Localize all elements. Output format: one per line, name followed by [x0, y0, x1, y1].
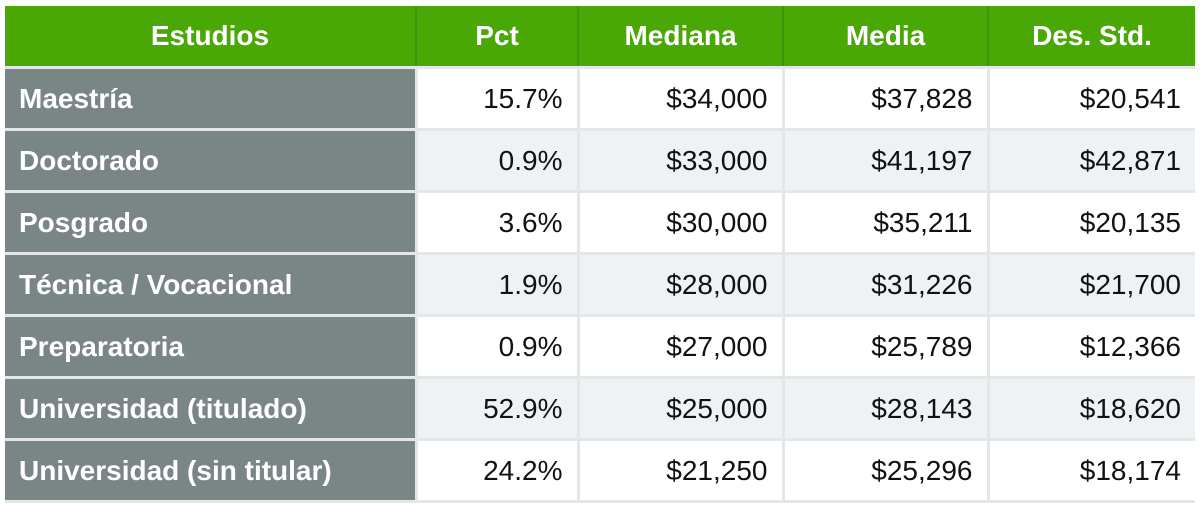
cell-media: $31,226 — [783, 252, 990, 316]
cell-pct: 0.9% — [416, 314, 580, 378]
row-label: Preparatoria — [5, 314, 418, 378]
table-row: Preparatoria 0.9% $27,000 $25,789 $12,36… — [5, 314, 1195, 378]
cell-mediana: $28,000 — [578, 252, 785, 316]
cell-mediana: $33,000 — [578, 128, 785, 192]
cell-mediana: $25,000 — [578, 376, 785, 440]
table-row: Maestría 15.7% $34,000 $37,828 $20,541 — [5, 66, 1195, 130]
column-header-media: Media — [783, 6, 989, 68]
salary-table-container: Estudios Pct Mediana Media Des. Std. Mae… — [5, 6, 1195, 503]
table-row: Posgrado 3.6% $30,000 $35,211 $20,135 — [5, 190, 1195, 254]
row-label: Posgrado — [5, 190, 418, 254]
cell-pct: 1.9% — [416, 252, 580, 316]
cell-des-std: $20,135 — [988, 190, 1195, 254]
table-row: Universidad (sin titular) 24.2% $21,250 … — [5, 438, 1195, 503]
cell-pct: 0.9% — [416, 128, 580, 192]
cell-mediana: $27,000 — [578, 314, 785, 378]
column-header-estudios: Estudios — [5, 6, 417, 68]
row-label: Doctorado — [5, 128, 418, 192]
row-label: Universidad (sin titular) — [5, 438, 418, 503]
row-label: Maestría — [5, 66, 418, 130]
column-header-des-std: Des. Std. — [988, 6, 1195, 68]
header-row: Estudios Pct Mediana Media Des. Std. — [5, 6, 1195, 68]
cell-media: $28,143 — [783, 376, 990, 440]
table-row: Técnica / Vocacional 1.9% $28,000 $31,22… — [5, 252, 1195, 316]
cell-des-std: $21,700 — [988, 252, 1195, 316]
column-header-pct: Pct — [416, 6, 579, 68]
cell-des-std: $20,541 — [988, 66, 1195, 130]
cell-mediana: $34,000 — [578, 66, 785, 130]
cell-media: $37,828 — [783, 66, 990, 130]
cell-pct: 24.2% — [416, 438, 580, 503]
cell-des-std: $18,174 — [988, 438, 1195, 503]
cell-media: $41,197 — [783, 128, 990, 192]
cell-des-std: $12,366 — [988, 314, 1195, 378]
table-row: Universidad (titulado) 52.9% $25,000 $28… — [5, 376, 1195, 440]
table-row: Doctorado 0.9% $33,000 $41,197 $42,871 — [5, 128, 1195, 192]
row-label: Técnica / Vocacional — [5, 252, 418, 316]
cell-des-std: $18,620 — [988, 376, 1195, 440]
cell-pct: 52.9% — [416, 376, 580, 440]
cell-media: $25,789 — [783, 314, 990, 378]
column-header-mediana: Mediana — [578, 6, 784, 68]
cell-pct: 3.6% — [416, 190, 580, 254]
cell-media: $25,296 — [783, 438, 990, 503]
cell-pct: 15.7% — [416, 66, 580, 130]
cell-mediana: $21,250 — [578, 438, 785, 503]
salary-by-education-table: Estudios Pct Mediana Media Des. Std. Mae… — [5, 6, 1195, 503]
row-label: Universidad (titulado) — [5, 376, 418, 440]
cell-mediana: $30,000 — [578, 190, 785, 254]
cell-media: $35,211 — [783, 190, 990, 254]
cell-des-std: $42,871 — [988, 128, 1195, 192]
